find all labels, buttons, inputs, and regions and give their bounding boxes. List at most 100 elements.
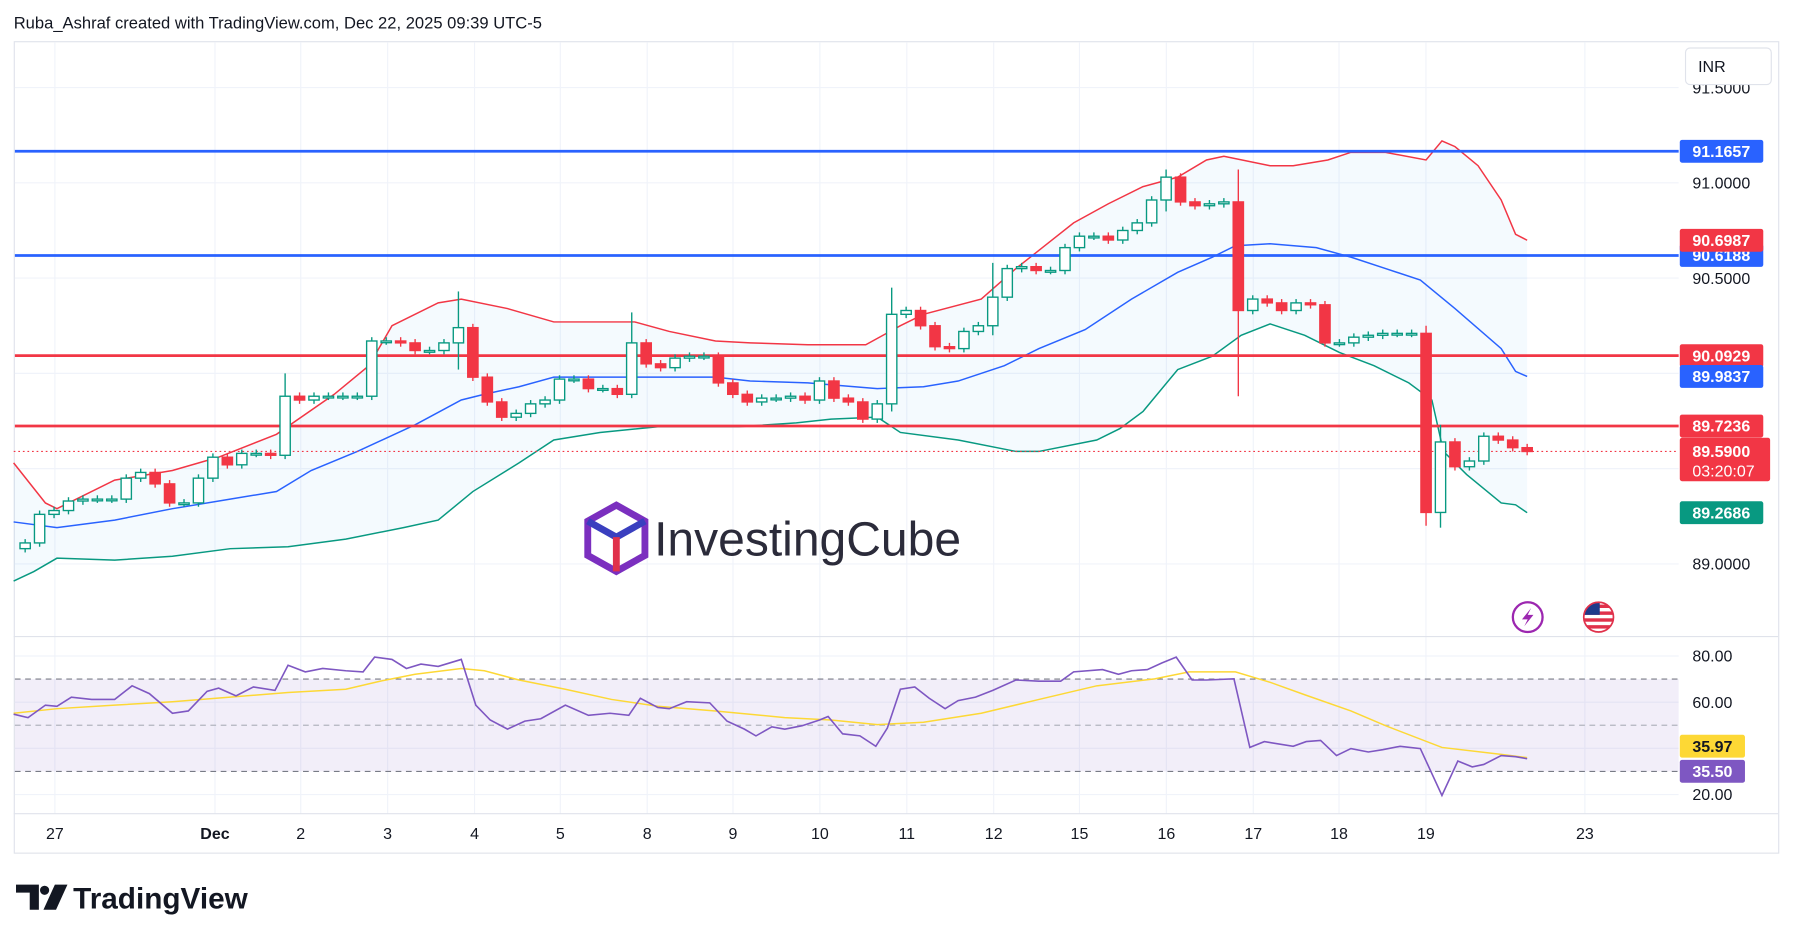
candle-body — [308, 395, 320, 401]
candle — [264, 449, 277, 460]
candle — [1478, 432, 1490, 465]
candle-body — [481, 376, 494, 403]
candle-body — [1145, 199, 1158, 224]
candle — [539, 396, 551, 408]
candle-body — [698, 355, 710, 359]
candle — [250, 449, 263, 458]
candle-body — [640, 342, 653, 365]
level-price-label[interactable]: 89.7236 — [1679, 414, 1764, 438]
candle — [524, 400, 537, 418]
candle-body — [77, 498, 89, 502]
horizontal-levels[interactable] — [14, 149, 1679, 428]
candle — [799, 392, 811, 404]
band-price-label-text: 89.2686 — [1692, 505, 1750, 522]
candle-body — [1218, 201, 1230, 205]
candle-body — [120, 477, 133, 500]
last-price-bg — [1679, 437, 1771, 482]
us-flag-icon[interactable] — [1582, 601, 1615, 633]
candle-body — [467, 326, 479, 378]
date-tick-label: 4 — [470, 826, 479, 843]
candle-body — [726, 382, 739, 396]
band-price-label[interactable]: 89.9837 — [1679, 365, 1764, 388]
currency-button[interactable]: INR — [1684, 47, 1772, 86]
level-price-label-bg — [1679, 139, 1764, 163]
candle — [625, 312, 638, 399]
candle — [712, 352, 725, 387]
candle-body — [582, 378, 595, 390]
candle — [293, 392, 306, 404]
candle — [149, 468, 161, 488]
candle-body — [654, 363, 667, 369]
time-axis[interactable]: 27 Dec 2 3 4 5 8 9 10 11 12 15 16 17 18 19 23 — [13, 813, 1779, 843]
candle-body — [784, 395, 797, 399]
date-tick-label: 10 — [811, 826, 829, 843]
candle — [1449, 438, 1461, 471]
lower-band-line — [13, 323, 1528, 582]
candle-body — [539, 399, 551, 405]
candle — [1261, 295, 1274, 307]
candle — [178, 499, 190, 507]
candle — [1420, 325, 1432, 526]
lightning-icon[interactable] — [1511, 601, 1544, 634]
candle — [784, 392, 797, 402]
candle — [1333, 339, 1346, 347]
candle-body — [250, 452, 263, 456]
last-price-label[interactable]: 89.5900 03:20:07 — [1679, 437, 1771, 482]
watermark-text: InvestingCube — [654, 513, 961, 566]
candle — [683, 352, 696, 362]
candle-body — [1304, 302, 1317, 306]
candle — [1102, 232, 1115, 244]
candle-body — [625, 342, 638, 396]
candle-body — [510, 412, 523, 418]
candle-body — [683, 355, 696, 359]
candle-body — [19, 542, 31, 550]
candle — [1030, 262, 1042, 275]
date-tick-label: 19 — [1417, 826, 1435, 843]
candle — [640, 339, 653, 368]
candle — [553, 375, 566, 404]
candle-body — [885, 313, 898, 405]
tradingview-logo[interactable]: TradingView — [16, 883, 249, 916]
candle-body — [943, 346, 956, 350]
candle-body — [568, 378, 580, 382]
level-price-label-text: 91.1657 — [1692, 144, 1750, 161]
candle-body — [134, 471, 147, 479]
date-tick-label: 8 — [643, 826, 652, 843]
price-axis[interactable]: 91.500091.000090.500089.000080.0060.0020… — [1679, 80, 1771, 804]
band-price-label[interactable]: 90.6987 — [1679, 228, 1764, 252]
grid-lines — [14, 42, 1679, 814]
candle — [871, 400, 884, 423]
rsi-value-label[interactable]: 35.97 — [1679, 734, 1745, 758]
candle — [308, 392, 320, 404]
candle — [1174, 173, 1187, 206]
date-tick-label: 18 — [1330, 826, 1348, 843]
candle — [1160, 169, 1172, 212]
candle — [163, 480, 176, 507]
candle — [741, 390, 754, 406]
candle — [134, 468, 147, 482]
candle — [1376, 329, 1389, 340]
candle-body — [828, 380, 840, 399]
rsi-value-label[interactable]: 35.50 — [1679, 759, 1745, 783]
candle — [669, 354, 681, 372]
candle-body — [755, 397, 768, 403]
candle — [1290, 299, 1302, 315]
candle — [1218, 198, 1230, 208]
level-price-label[interactable]: 90.0929 — [1679, 344, 1764, 368]
candle — [1088, 232, 1100, 241]
candle — [770, 394, 782, 402]
candle — [365, 337, 378, 401]
candle — [409, 339, 421, 355]
candle-body — [1174, 176, 1187, 203]
candle-body — [1015, 265, 1028, 270]
candle — [1116, 226, 1129, 244]
candle-body — [264, 452, 277, 456]
band-price-label[interactable]: 89.2686 — [1679, 501, 1764, 525]
level-price-label[interactable]: 91.1657 — [1679, 139, 1764, 163]
date-tick-label: 23 — [1576, 826, 1594, 843]
candle-body — [1116, 229, 1129, 241]
candle-body — [163, 483, 176, 504]
candle — [1492, 432, 1505, 444]
candle-body — [813, 380, 826, 401]
